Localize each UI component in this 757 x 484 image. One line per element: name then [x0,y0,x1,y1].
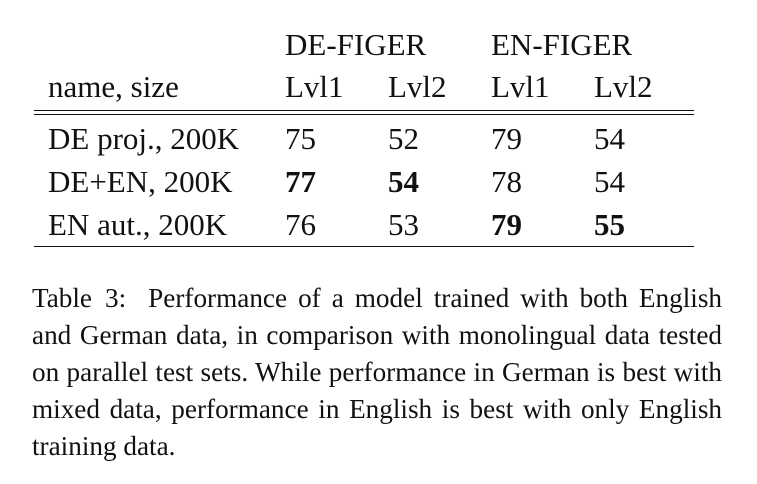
value-cell-en-lvl1: 79 [491,121,522,156]
row-name-cell: DE proj., 200K [48,121,240,156]
value-cell-en-lvl2: 55 [594,207,625,242]
group-header-en-figer: EN-FIGER [491,27,633,62]
value-cell-de-lvl1: 77 [285,164,316,199]
group-header-row: DE-FIGER EN-FIGER [34,20,694,64]
value-cell-de-lvl2: 52 [388,121,419,156]
value-cell-de-lvl2: 54 [388,164,419,199]
value-cell-en-lvl2: 54 [594,164,625,199]
value-cell-de-lvl2: 53 [388,207,419,242]
table-caption: Table 3: Performance of a model trained … [32,280,722,465]
column-header-row: name, size Lvl1 Lvl2 Lvl1 Lvl2 [34,64,694,109]
table-row: DE+EN, 200K 77 54 78 54 [34,160,694,203]
row-name-cell: DE+EN, 200K [48,164,233,199]
column-header-de-lvl2: Lvl2 [388,69,447,104]
value-cell-de-lvl1: 75 [285,121,316,156]
caption-text: Performance of a model trained with both… [32,283,722,461]
bottom-rule [34,246,694,247]
column-header-en-lvl1: Lvl1 [491,69,550,104]
table-row: DE proj., 200K 75 52 79 54 [34,117,694,160]
table-body: DE proj., 200K 75 52 79 54 DE+EN, 200K 77 54 78 5… [34,117,694,246]
column-header-en-lvl2: Lvl2 [594,69,653,104]
group-header-de-figer: DE-FIGER [285,27,427,62]
row-name-cell: EN aut., 200K [48,207,228,242]
column-header-de-lvl1: Lvl1 [285,69,344,104]
value-cell-de-lvl1: 76 [285,207,316,242]
empty-corner-cell [34,20,285,63]
caption-label: Table 3: [32,283,127,313]
value-cell-en-lvl1: 79 [491,207,522,242]
table-row: EN aut., 200K 76 53 79 55 [34,203,694,246]
row-header-label: name, size [48,69,179,104]
header-double-rule [34,110,694,115]
results-table: DE-FIGER EN-FIGER name, size Lvl1 Lvl2 L… [34,20,694,247]
value-cell-en-lvl2: 54 [594,121,625,156]
value-cell-en-lvl1: 78 [491,164,522,199]
